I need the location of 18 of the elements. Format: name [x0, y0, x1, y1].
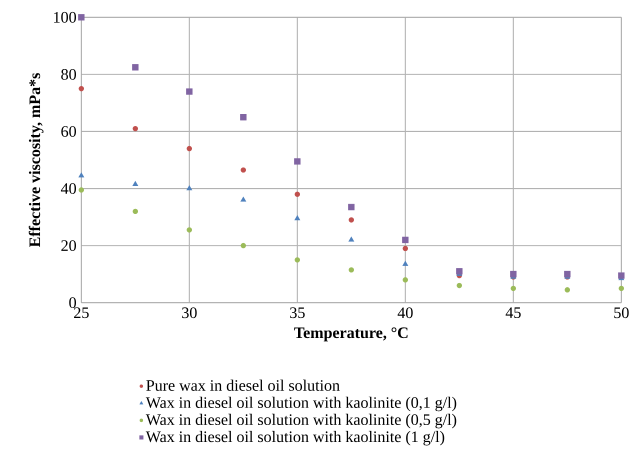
x-tick-label: 45: [506, 307, 521, 318]
legend-label: Wax in diesel oil solution with kaolinite (0,5 g/l): [146, 414, 456, 428]
y-tick-label: 60: [61, 126, 76, 137]
y-tick-label: 40: [60, 183, 76, 194]
legend-label: Wax in diesel oil solution with kaolinite (0,1 g/l): [146, 396, 456, 412]
y-tick-label: 80: [61, 68, 76, 80]
x-axis-title: Temperature, °C: [294, 327, 408, 342]
legend-label: Pure wax in diesel oil solution: [146, 380, 340, 391]
x-tick-label: 25: [74, 307, 89, 318]
x-tick-label: 40: [398, 307, 413, 318]
y-tick-label: 20: [61, 240, 76, 251]
y-axis-title: Effective viscosity, mPa*s: [28, 73, 44, 248]
x-tick-label: 50: [614, 307, 629, 318]
x-tick-label: 35: [290, 307, 305, 318]
x-tick-label: 30: [182, 307, 197, 318]
y-tick-label: 100: [54, 12, 76, 23]
y-tick-label: 0: [69, 297, 76, 308]
legend-label: Wax in diesel oil solution with kaolinite (1 g/l): [146, 430, 444, 446]
